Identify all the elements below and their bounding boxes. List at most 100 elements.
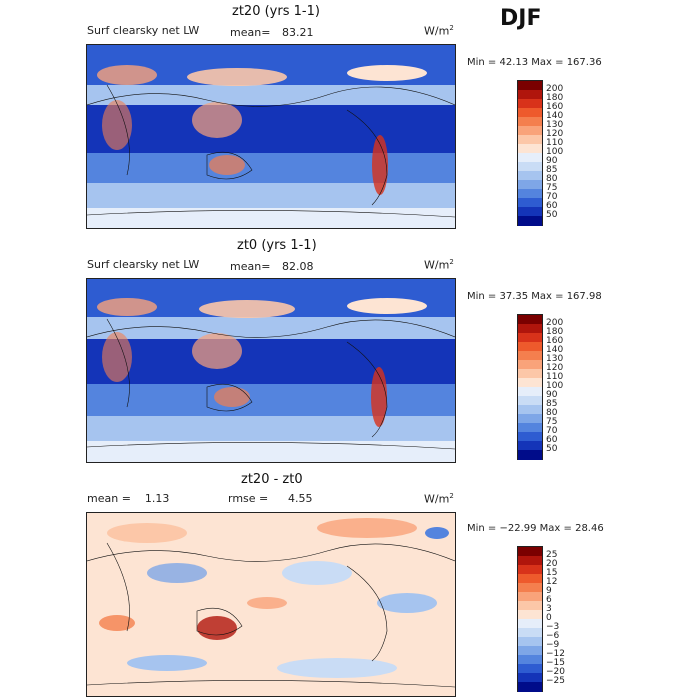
colorbar-tick-label: 200 bbox=[546, 83, 564, 94]
colorbar-tick-label: 0 bbox=[546, 612, 552, 623]
colorbar-swatch bbox=[518, 565, 542, 575]
colorbar-tick-label: 70 bbox=[546, 425, 558, 436]
colorbar-tick-label: 75 bbox=[546, 182, 558, 193]
colorbar-swatch bbox=[518, 655, 542, 665]
colorbar-swatch bbox=[518, 180, 542, 190]
colorbar-swatch bbox=[518, 153, 542, 163]
colorbar-tick-label: 70 bbox=[546, 191, 558, 202]
colorbar-tick-label: 130 bbox=[546, 353, 564, 364]
colorbar-tick-label: −20 bbox=[546, 666, 565, 677]
panel-3-rmse-value: 4.55 bbox=[288, 492, 313, 505]
colorbar-swatch bbox=[518, 99, 542, 109]
colorbar-swatch bbox=[518, 405, 542, 415]
panel-1-minmax: Min = 42.13 Max = 167.36 bbox=[467, 57, 602, 68]
colorbar-tick-label: −15 bbox=[546, 657, 565, 668]
colorbar-swatch bbox=[518, 387, 542, 397]
colorbar-swatch bbox=[518, 619, 542, 629]
panel-2-mean-label: mean= bbox=[230, 260, 271, 273]
colorbar-swatch bbox=[518, 682, 542, 692]
colorbar-tick-label: −6 bbox=[546, 630, 560, 641]
colorbar-swatch bbox=[518, 144, 542, 154]
colorbar-swatch bbox=[518, 414, 542, 424]
colorbar-swatch bbox=[518, 207, 542, 217]
colorbar-tick-label: 110 bbox=[546, 137, 564, 148]
colorbar-swatch bbox=[518, 396, 542, 406]
panel-3-minmax: Min = −22.99 Max = 28.46 bbox=[467, 523, 604, 534]
colorbar-tick-label: 9 bbox=[546, 585, 552, 596]
colorbar-tick-label: 140 bbox=[546, 344, 564, 355]
colorbar-swatch bbox=[518, 610, 542, 620]
colorbar-swatch bbox=[518, 547, 542, 557]
colorbar-tick-label: 160 bbox=[546, 335, 564, 346]
panel-1-mean-value: 83.21 bbox=[282, 26, 314, 39]
colorbar-swatch bbox=[518, 126, 542, 136]
colorbar-tick-label: 100 bbox=[546, 380, 564, 391]
colorbar-tick-label: 25 bbox=[546, 549, 558, 560]
colorbar-tick-label: 6 bbox=[546, 594, 552, 605]
colorbar-swatch bbox=[518, 646, 542, 656]
panel-2-mean-value: 82.08 bbox=[282, 260, 314, 273]
colorbar-tick-label: 160 bbox=[546, 101, 564, 112]
panel-1-map bbox=[86, 44, 456, 229]
colorbar-swatch bbox=[518, 556, 542, 566]
colorbar-swatch bbox=[518, 315, 542, 325]
colorbar-tick-label: −9 bbox=[546, 639, 560, 650]
colorbar-swatch bbox=[518, 171, 542, 181]
colorbar-tick-label: 200 bbox=[546, 317, 564, 328]
colorbar-tick-label: 60 bbox=[546, 434, 558, 445]
colorbar-swatch bbox=[518, 81, 542, 91]
panel-3-rmse-label: rmse = bbox=[228, 492, 269, 505]
colorbar-tick-label: 140 bbox=[546, 110, 564, 121]
panel-3-map bbox=[86, 512, 456, 697]
colorbar-swatch bbox=[518, 162, 542, 172]
colorbar-swatch bbox=[518, 423, 542, 433]
colorbar-tick-label: −25 bbox=[546, 675, 565, 686]
panel-2-unit: W/m2 bbox=[424, 258, 454, 272]
colorbar-swatch bbox=[518, 342, 542, 352]
colorbar-swatch bbox=[518, 135, 542, 145]
colorbar-tick-label: 90 bbox=[546, 389, 558, 400]
colorbar-swatch bbox=[518, 378, 542, 388]
colorbar-swatch bbox=[518, 441, 542, 451]
colorbar-tick-label: 180 bbox=[546, 92, 564, 103]
colorbar-swatch bbox=[518, 601, 542, 611]
colorbar-tick-label: 90 bbox=[546, 155, 558, 166]
panel-1-map-svg bbox=[87, 45, 455, 228]
colorbar-tick-label: 3 bbox=[546, 603, 552, 614]
colorbar-swatch bbox=[518, 198, 542, 208]
panel-2-variable-label: Surf clearsky net LW bbox=[87, 258, 200, 271]
panel-1-colorbar bbox=[517, 80, 543, 226]
colorbar-tick-label: −12 bbox=[546, 648, 565, 659]
colorbar-swatch bbox=[518, 450, 542, 460]
panel-1-mean-label: mean= bbox=[230, 26, 271, 39]
colorbar-tick-label: 130 bbox=[546, 119, 564, 130]
colorbar-tick-label: 20 bbox=[546, 558, 558, 569]
panel-3-map-svg bbox=[87, 513, 455, 696]
colorbar-swatch bbox=[518, 108, 542, 118]
panel-2-title: zt0 (yrs 1-1) bbox=[237, 238, 317, 253]
colorbar-tick-label: 75 bbox=[546, 416, 558, 427]
colorbar-tick-label: 85 bbox=[546, 164, 558, 175]
panel-2-minmax: Min = 37.35 Max = 167.98 bbox=[467, 291, 602, 302]
colorbar-swatch bbox=[518, 664, 542, 674]
panel-3-colorbar bbox=[517, 546, 543, 692]
colorbar-swatch bbox=[518, 369, 542, 379]
colorbar-tick-label: 50 bbox=[546, 443, 558, 454]
colorbar-tick-label: 15 bbox=[546, 567, 558, 578]
panel-3-title: zt20 - zt0 bbox=[241, 472, 303, 487]
panel-1-title: zt20 (yrs 1-1) bbox=[232, 4, 320, 19]
colorbar-swatch bbox=[518, 432, 542, 442]
colorbar-swatch bbox=[518, 324, 542, 334]
colorbar-tick-label: 12 bbox=[546, 576, 558, 587]
colorbar-swatch bbox=[518, 574, 542, 584]
colorbar-swatch bbox=[518, 189, 542, 199]
colorbar-tick-label: 80 bbox=[546, 407, 558, 418]
colorbar-tick-label: 60 bbox=[546, 200, 558, 211]
colorbar-swatch bbox=[518, 333, 542, 343]
panel-2-map-svg bbox=[87, 279, 455, 462]
season-title: DJF bbox=[500, 6, 542, 31]
colorbar-swatch bbox=[518, 628, 542, 638]
panel-1-unit: W/m2 bbox=[424, 24, 454, 38]
colorbar-swatch bbox=[518, 90, 542, 100]
panel-2-colorbar bbox=[517, 314, 543, 460]
